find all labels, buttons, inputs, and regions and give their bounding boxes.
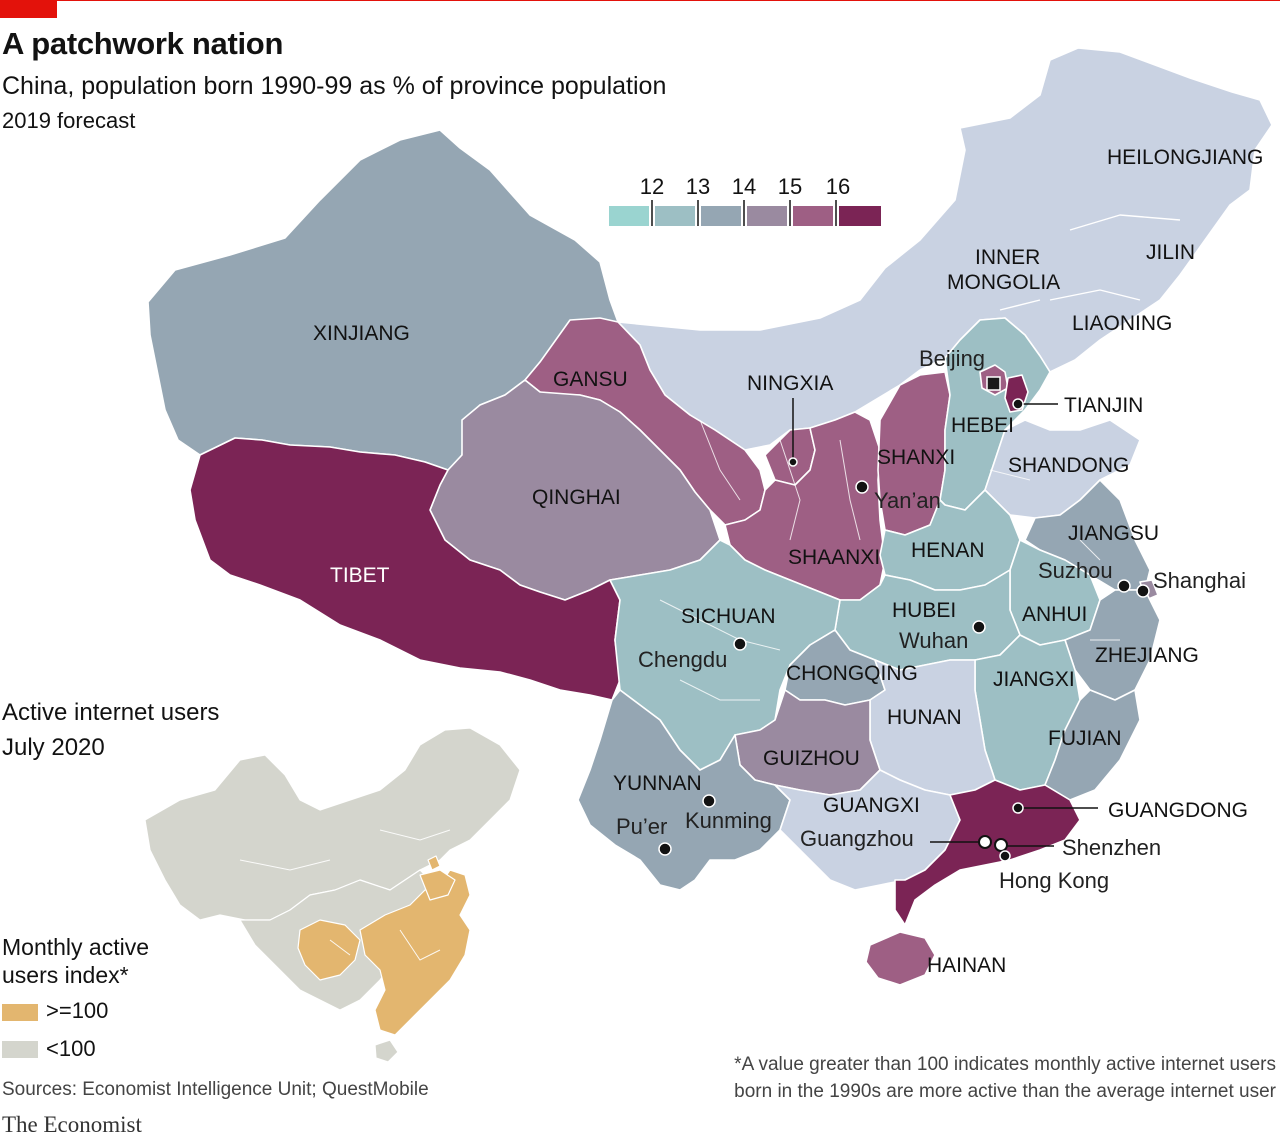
label-anhui: ANHUI [1022, 603, 1087, 626]
label-jiangxi: JIANGXI [993, 668, 1075, 691]
scale-swatch-6 [839, 206, 881, 226]
guangzhou-marker [978, 835, 992, 849]
label-hainan: HAINAN [927, 954, 1006, 977]
scale-tick-13: 13 [686, 174, 710, 199]
label-suzhou: Suzhou [1038, 558, 1113, 583]
inset-title-line1: Active internet users [2, 699, 220, 726]
label-jiangsu: JIANGSU [1068, 522, 1159, 545]
label-hebei: HEBEI [951, 414, 1014, 437]
scale-swatch-1 [609, 206, 649, 226]
label-shanxi: SHANXI [877, 446, 955, 469]
sources: Sources: Economist Intelligence Unit; Qu… [2, 1079, 429, 1100]
label-zhejiang: ZHEJIANG [1095, 644, 1199, 667]
label-tibet: TIBET [330, 564, 390, 587]
puer-marker [658, 842, 672, 856]
label-gansu: GANSU [553, 368, 628, 391]
province-hainan [865, 931, 936, 986]
label-henan: HENAN [911, 539, 985, 562]
label-wuhan: Wuhan [899, 628, 968, 653]
label-shaanxi: SHAANXI [788, 546, 880, 569]
inset-title-line2: July 2020 [2, 734, 105, 761]
label-fujian: FUJIAN [1048, 727, 1122, 750]
province-yunnan [577, 689, 791, 891]
label-guangxi: GUANGXI [823, 794, 920, 817]
key-low-swatch [2, 1041, 38, 1058]
label-shandong: SHANDONG [1008, 454, 1129, 477]
province-zhejiang [1064, 589, 1161, 701]
tianjin-marker [1012, 398, 1024, 410]
kunming-marker [702, 794, 716, 808]
label-hong-kong: Hong Kong [999, 868, 1109, 893]
scale-tick-15: 15 [778, 174, 802, 199]
label-shenzhen: Shenzhen [1062, 835, 1161, 860]
forecast-note: 2019 forecast [2, 108, 136, 133]
index-title-line1: Monthly active [2, 934, 150, 960]
label-tianjin: TIANJIN [1064, 394, 1143, 417]
label-sichuan: SICHUAN [681, 605, 776, 628]
key-high-swatch [2, 1004, 38, 1021]
label-jilin: JILIN [1146, 241, 1195, 264]
shenzhen-marker [994, 838, 1008, 852]
scale-tick-12: 12 [640, 174, 664, 199]
color-scale: 12 13 14 15 16 [609, 174, 881, 226]
footnote-line2: born in the 1990s are more active than t… [734, 1081, 1276, 1102]
scale-tick-16: 16 [826, 174, 850, 199]
scale-swatch-3 [701, 206, 741, 226]
chengdu-marker [733, 637, 747, 651]
key-high-label: >=100 [46, 998, 109, 1023]
label-hubei: HUBEI [892, 599, 956, 622]
inset-map [144, 727, 521, 1063]
shanghai-marker [1136, 584, 1150, 598]
yanan-marker [855, 480, 869, 494]
label-kunming: Kunming [685, 808, 772, 833]
wuhan-marker [972, 620, 986, 634]
label-liaoning: LIAONING [1072, 312, 1172, 335]
hong-kong-marker [999, 850, 1011, 862]
label-heilongjiang: HEILONGJIANG [1107, 146, 1263, 169]
label-chongqing: CHONGQING [786, 662, 918, 685]
suzhou-marker [1117, 579, 1131, 593]
label-ningxia: NINGXIA [747, 372, 833, 395]
chart-subtitle: China, population born 1990-99 as % of p… [2, 72, 667, 100]
scale-tick-14: 14 [732, 174, 756, 199]
label-qinghai: QINGHAI [532, 486, 621, 509]
index-title-line2: users index* [2, 962, 129, 988]
province-guangdong [894, 779, 1081, 926]
province-fujian [1044, 689, 1141, 801]
brand-logo: The Economist [2, 1112, 142, 1137]
label-guizhou: GUIZHOU [763, 747, 860, 770]
label-guangdong: GUANGDONG [1108, 799, 1248, 822]
label-chengdu: Chengdu [638, 647, 727, 672]
ningxia-marker [788, 457, 798, 467]
label-guangzhou: Guangzhou [800, 826, 914, 851]
label-yunnan: YUNNAN [613, 772, 702, 795]
label-inner-mongolia-1: INNER [975, 246, 1040, 269]
label-puer: Pu’er [616, 814, 667, 839]
key-low-label: <100 [46, 1036, 96, 1061]
inset-title: Active internet users July 2020 [2, 695, 219, 765]
footnote: *A value greater than 100 indicates mont… [734, 1051, 1276, 1105]
scale-swatch-4 [747, 206, 787, 226]
brand-red-tab [0, 0, 57, 18]
index-title: Monthly active users index* [2, 933, 149, 989]
scale-swatch-2 [655, 206, 695, 226]
guangdong-marker [1012, 802, 1024, 814]
top-rule [0, 0, 1280, 1]
chart-title: A patchwork nation [2, 26, 284, 61]
label-inner-mongolia-2: MONGOLIA [947, 271, 1060, 294]
label-beijing: Beijing [919, 346, 985, 371]
beijing-marker [986, 376, 1001, 391]
label-xinjiang: XINJIANG [313, 322, 410, 345]
scale-swatch-5 [793, 206, 833, 226]
label-yanan: Yan’an [874, 488, 941, 513]
label-hunan: HUNAN [887, 706, 962, 729]
label-shanghai: Shanghai [1153, 568, 1246, 593]
footnote-line1: *A value greater than 100 indicates mont… [734, 1054, 1276, 1075]
